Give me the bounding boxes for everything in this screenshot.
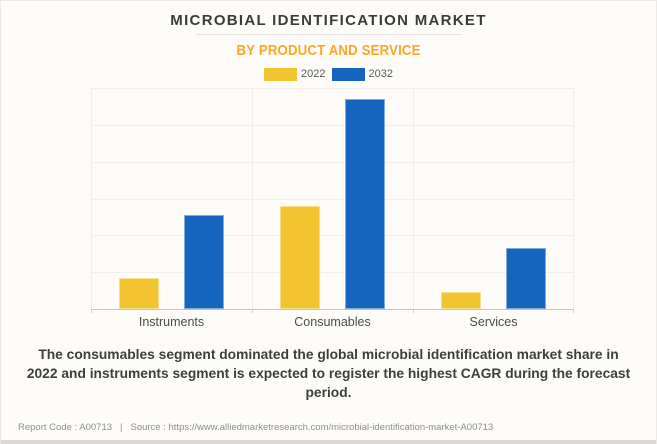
horizontal-gridline (91, 88, 574, 89)
legend-item-2022[interactable]: 2022 (264, 67, 326, 81)
legend-item-2032[interactable]: 2032 (331, 67, 393, 81)
vertical-gridline (251, 88, 253, 309)
bar-groups (91, 88, 574, 309)
vertical-gridline (573, 88, 574, 309)
chart-subtitle-text: BY PRODUCT AND SERVICE (236, 42, 421, 59)
legend: 2022 2032 (1, 67, 656, 81)
chart-description: The consumables segment dominated the gl… (26, 347, 631, 400)
category-label-consumables: Consumables (294, 315, 371, 329)
legend-swatch-2022[interactable] (264, 67, 298, 81)
source-url: Source : https://www.alliedmarketresearc… (130, 422, 494, 433)
title-divider (195, 34, 462, 35)
legend-label-2032: 2032 (368, 68, 393, 80)
legend-swatch-2032[interactable] (331, 67, 365, 81)
vertical-gridline (412, 88, 414, 309)
page-title: MICROBIAL IDENTIFICATION MARKET (170, 12, 487, 29)
axis-tick (573, 309, 574, 313)
axis-tick (251, 309, 253, 313)
legend-label-2022: 2022 (301, 68, 326, 80)
category-axis-labels: Instruments Consumables Services (91, 310, 574, 329)
axis-tick (412, 309, 414, 313)
bar-2022-instruments[interactable] (119, 277, 159, 309)
category-label-instruments: Instruments (138, 315, 205, 329)
bar-2022-services[interactable] (441, 292, 481, 309)
report-code: Report Code : A00713 (18, 422, 113, 433)
horizontal-gridline (91, 161, 574, 163)
bar-2032-instruments[interactable] (184, 215, 224, 309)
footer-separator: | (120, 422, 123, 433)
horizontal-gridline (91, 124, 574, 126)
bottom-border-band (1, 440, 656, 444)
bar-chart-plot-area (91, 88, 574, 313)
horizontal-gridline (91, 272, 574, 274)
axis-tick (91, 309, 92, 313)
category-label-services: Services (469, 315, 518, 329)
vertical-gridline (91, 88, 92, 309)
bar-2032-consumables[interactable] (345, 99, 385, 309)
bar-group-services (413, 88, 574, 309)
footer: Report Code : A00713 | Source : https://… (18, 422, 493, 433)
bar-group-instruments (91, 88, 252, 309)
chart-subtitle: BY PRODUCT AND SERVICE (1, 42, 656, 59)
bar-group-consumables (252, 88, 413, 309)
horizontal-gridline (91, 198, 574, 200)
bar-2022-consumables[interactable] (280, 205, 320, 309)
horizontal-gridline (91, 235, 574, 237)
bar-2032-services[interactable] (506, 248, 546, 309)
